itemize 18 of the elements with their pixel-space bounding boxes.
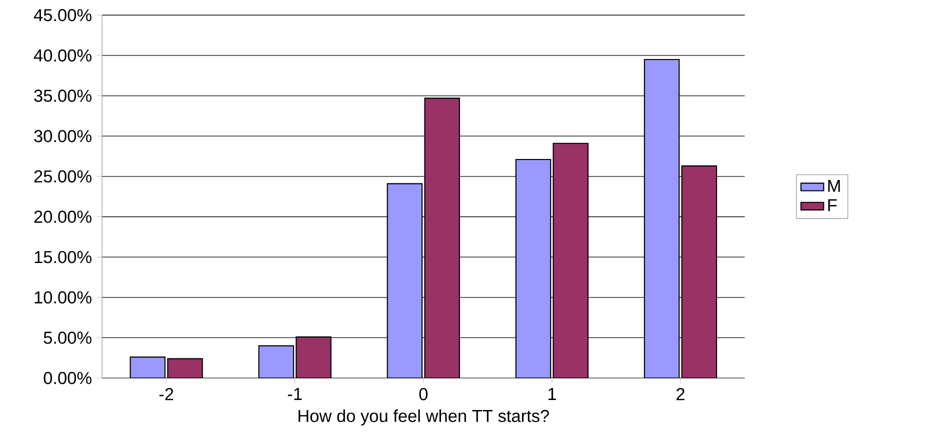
y-tick-label: 10.00%	[34, 291, 92, 304]
x-axis-title: How do you feel when TT starts?	[298, 409, 549, 426]
x-tick-label: 1	[548, 388, 556, 400]
y-tick-label: 5.00%	[44, 332, 92, 344]
legend-label: F	[828, 199, 837, 212]
x-tick-label: 2	[676, 388, 684, 400]
x-tick-label: -2	[159, 388, 174, 400]
y-tick-label: 30.00%	[34, 130, 92, 142]
x-tick-label: 0	[419, 388, 428, 400]
y-tick-label: 15.00%	[34, 250, 92, 264]
y-tick-label: 45.00%	[34, 8, 92, 22]
y-tick-label: 25.00%	[34, 170, 92, 182]
y-tick-label: 35.00%	[34, 90, 92, 102]
y-tick-label: 20.00%	[34, 210, 92, 223]
x-tick-label: -1	[288, 388, 302, 400]
y-tick-label: 0.00%	[44, 372, 92, 384]
legend-label: M	[828, 180, 840, 192]
y-tick-label: 40.00%	[34, 49, 92, 62]
